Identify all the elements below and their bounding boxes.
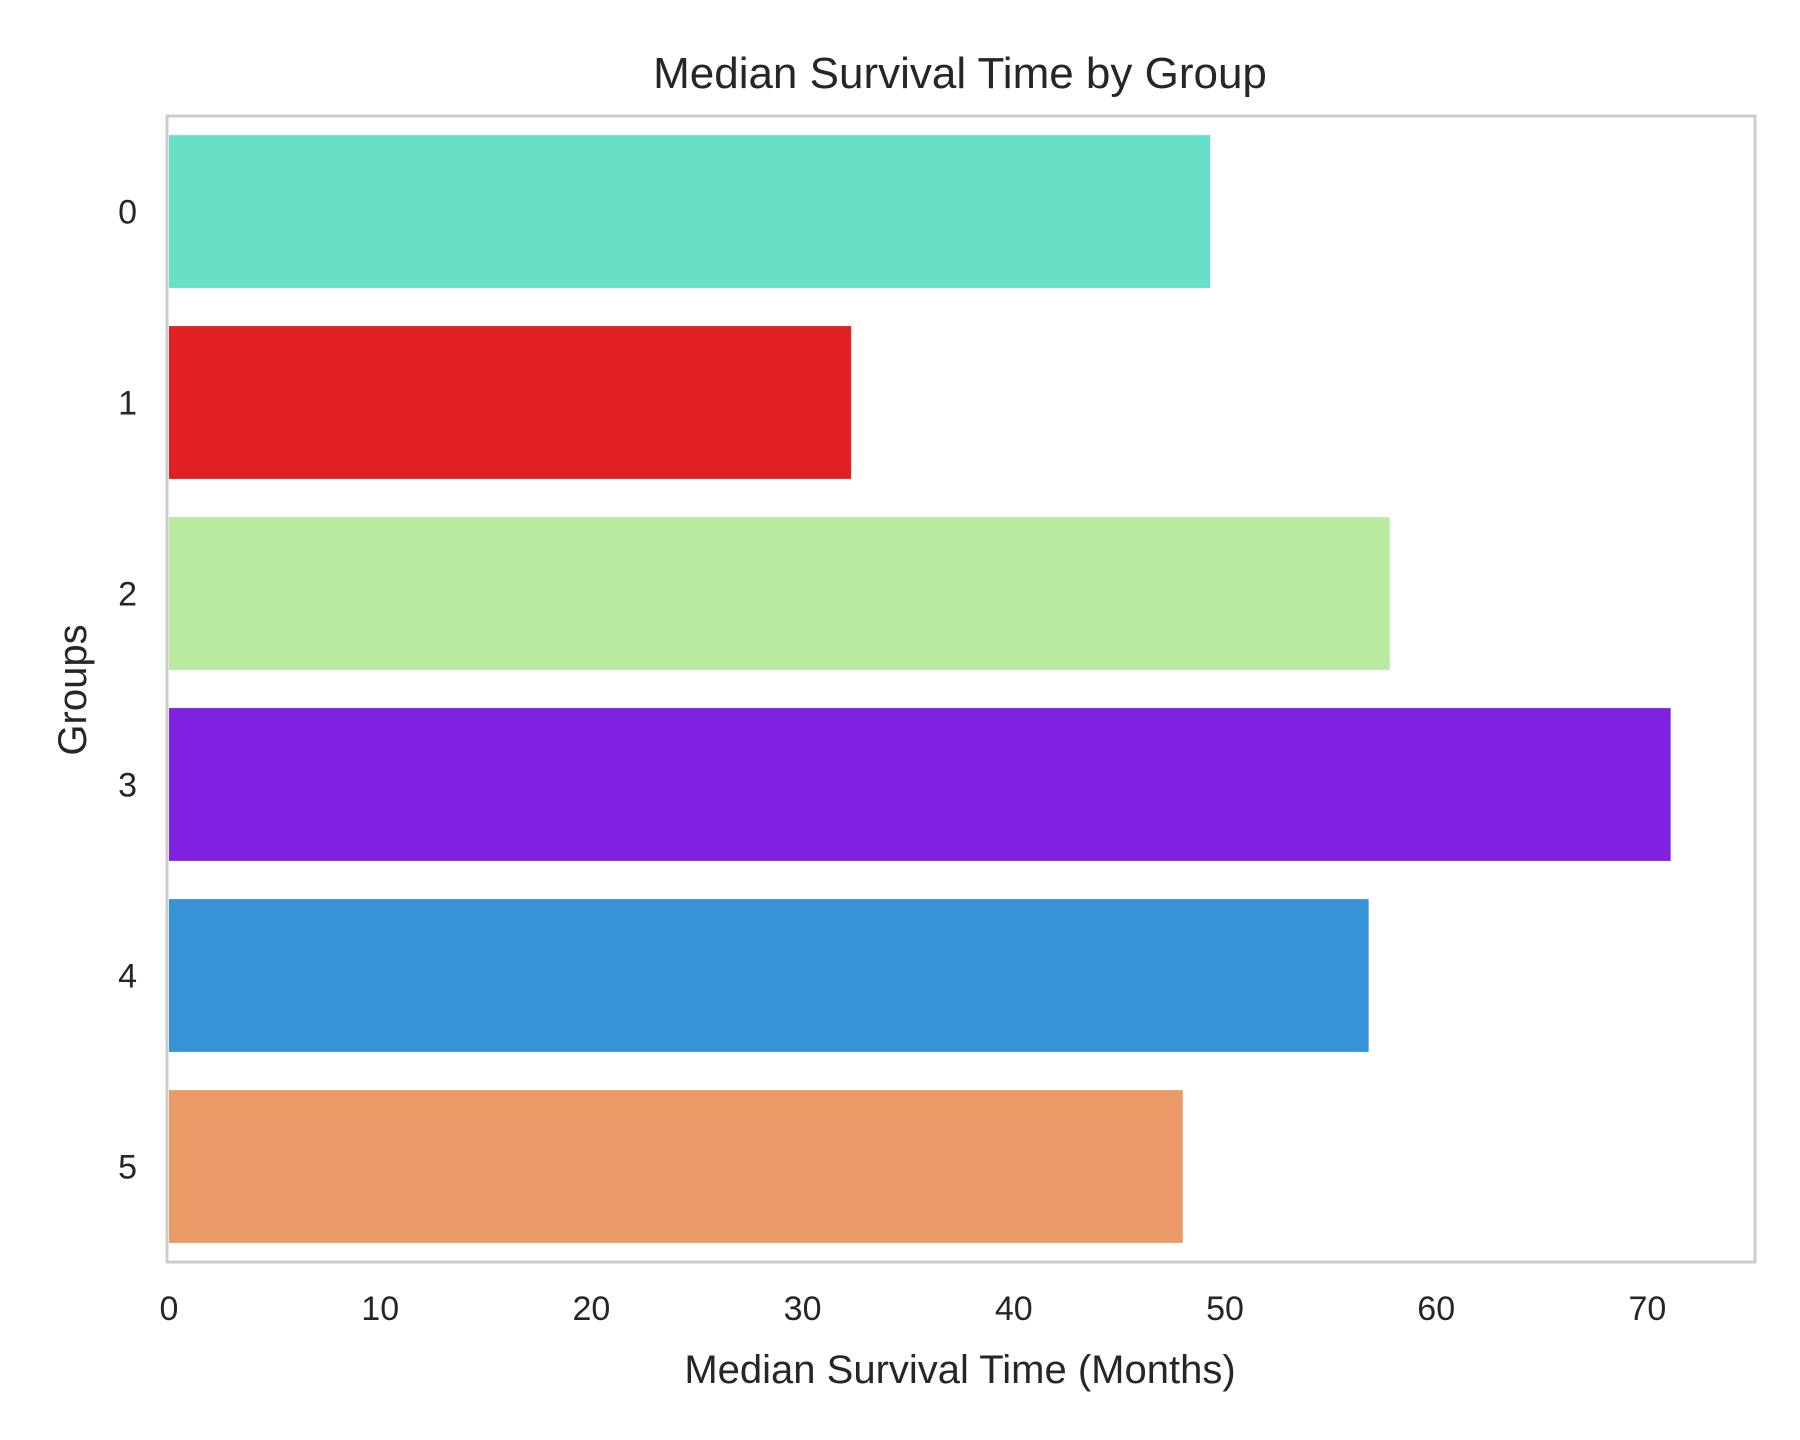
bar-group-3 xyxy=(169,708,1671,861)
bar-group-5 xyxy=(169,1090,1183,1243)
bars xyxy=(169,135,1671,1243)
y-tick-label: 3 xyxy=(118,767,137,805)
bar-group-0 xyxy=(169,135,1211,288)
y-tick-label: 1 xyxy=(118,385,137,423)
x-tick-labels: 0 10 20 30 40 50 60 70 xyxy=(160,1290,1667,1328)
y-axis-label: Groups xyxy=(51,624,95,755)
x-tick-label: 50 xyxy=(1206,1290,1244,1328)
bar-group-4 xyxy=(169,899,1369,1052)
y-tick-labels: 0 1 2 3 4 5 xyxy=(118,194,137,1187)
plot-frame xyxy=(165,114,1757,1264)
y-tick-label: 2 xyxy=(118,576,137,614)
x-tick-label: 0 xyxy=(160,1290,179,1328)
bar-group-1 xyxy=(169,326,852,479)
x-tick-label: 40 xyxy=(995,1290,1033,1328)
x-axis-label: Median Survival Time (Months) xyxy=(684,1348,1235,1392)
x-tick-label: 10 xyxy=(361,1290,399,1328)
bar-group-2 xyxy=(169,517,1390,670)
x-tick-label: 20 xyxy=(572,1290,610,1328)
y-tick-label: 5 xyxy=(118,1149,137,1187)
x-tick-label: 30 xyxy=(784,1290,822,1328)
chart-title: Median Survival Time by Group xyxy=(653,49,1267,98)
x-tick-label: 70 xyxy=(1628,1290,1666,1328)
y-tick-label: 0 xyxy=(118,194,137,232)
x-tick-label: 60 xyxy=(1417,1290,1455,1328)
y-tick-label: 4 xyxy=(118,958,137,996)
